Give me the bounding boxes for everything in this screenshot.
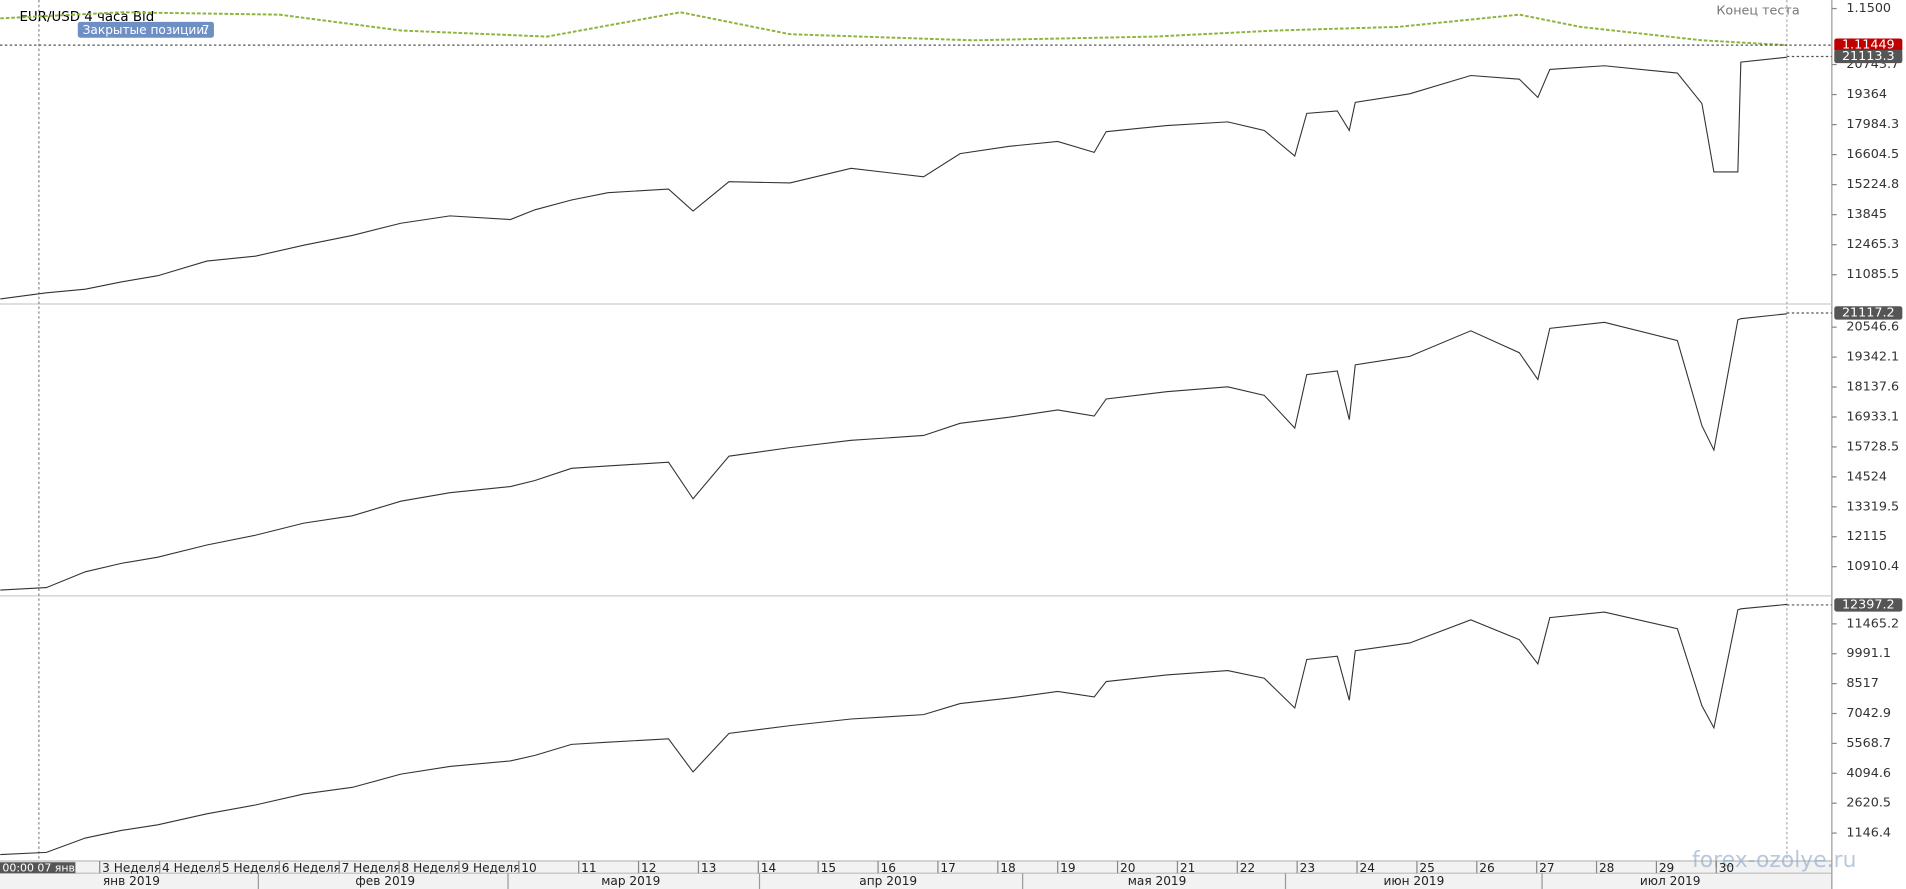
x-tick-label: 16: [880, 861, 895, 875]
last-value-badge: [1834, 598, 1903, 612]
y-tick-label: 8517: [1846, 676, 1878, 691]
y-tick-label: 15728.5: [1846, 439, 1899, 454]
y-tick-label: 9991.1: [1846, 646, 1891, 661]
x-tick-label: 6 Неделя: [282, 861, 341, 875]
month-label: апр 2019: [859, 874, 917, 888]
y-tick-label: 20546.6: [1846, 320, 1899, 335]
last-value-label: 21117.2: [1842, 305, 1895, 320]
x-tick-label: 22: [1240, 861, 1255, 875]
y-tick-label: 16933.1: [1846, 409, 1899, 424]
month-label: фев 2019: [355, 874, 415, 888]
x-tick-label: 23: [1300, 861, 1315, 875]
last-value-badge: [1834, 306, 1903, 320]
end-test-label: Конец теста: [1716, 3, 1799, 18]
y-tick-label: 11085.5: [1846, 267, 1899, 282]
x-tick-label: 10: [521, 861, 536, 875]
x-tick-label: 15: [821, 861, 836, 875]
x-tick-label: 7 Неделя: [342, 861, 401, 875]
y-tick-label: 19364: [1846, 87, 1887, 102]
y-tick-label: 13319.5: [1846, 499, 1899, 514]
x-tick-label: 30: [1719, 861, 1734, 875]
month-label: июн 2019: [1384, 874, 1445, 888]
y-tick-label: 5568.7: [1846, 736, 1891, 751]
x-tick-label: 9 Неделя: [461, 861, 520, 875]
x-tick-label: 4 Неделя: [162, 861, 221, 875]
x-tick-label: 5 Неделя: [222, 861, 281, 875]
last-value-label: 21113.3: [1842, 49, 1895, 64]
month-label: янв 2019: [103, 874, 160, 888]
x-tick-label: 20: [1120, 861, 1135, 875]
x-tick-label: 11: [581, 861, 596, 875]
x-tick-label: 13: [701, 861, 716, 875]
y-tick-label: 15224.8: [1846, 177, 1899, 192]
x-tick-label: 28: [1599, 861, 1614, 875]
last-value-label: 12397.2: [1842, 597, 1895, 612]
last-value-label: 1.11449: [1842, 38, 1895, 53]
last-value-badge: [1834, 38, 1903, 52]
x-tick-label: 27: [1539, 861, 1554, 875]
month-label: мая 2019: [1128, 874, 1187, 888]
x-tick-label: 21: [1180, 861, 1195, 875]
y-tick-label: 1.1500: [1846, 1, 1891, 16]
x-tick-label: 24: [1359, 861, 1375, 875]
last-value-badge: [1834, 49, 1903, 64]
x-tick-label: 19: [1060, 861, 1075, 875]
x-tick-label: 18: [1000, 861, 1015, 875]
y-tick-label: 16604.5: [1846, 147, 1899, 162]
y-tick-label: 17984.3: [1846, 117, 1899, 132]
symbol-title: EUR/USD 4 часа Bid: [19, 10, 154, 25]
closed-positions-label: Закрытые позиции:: [83, 23, 209, 37]
x-tick-label: 26: [1479, 861, 1494, 875]
y-tick-label: 7042.9: [1846, 706, 1891, 721]
series-line: [0, 313, 1788, 591]
y-tick-label: 19342.1: [1846, 350, 1899, 365]
cursor-time-box: [0, 862, 76, 874]
cursor-time-label: 00:00 07 янв: [2, 861, 75, 874]
y-tick-label: 13845: [1846, 207, 1887, 222]
x-tick-label: 3 Неделя: [102, 861, 161, 875]
y-tick-label: 14524: [1846, 469, 1887, 484]
x-tick-label: 8 Неделя: [401, 861, 460, 875]
y-tick-label: 10910.4: [1846, 559, 1899, 574]
series-line: [0, 603, 1787, 856]
series-line: [0, 11, 1788, 47]
x-tick-label: 12: [641, 861, 656, 875]
y-tick-label: 4094.6: [1846, 766, 1891, 781]
y-tick-label: 12115: [1846, 529, 1887, 544]
month-label: мар 2019: [601, 874, 660, 888]
y-tick-label: 2620.5: [1846, 796, 1891, 811]
watermark: forex-ozolye.ru: [1692, 848, 1856, 873]
x-tick-label: 14: [761, 861, 777, 875]
x-tick-label: 29: [1659, 861, 1674, 875]
y-tick-label: 12465.3: [1846, 237, 1899, 252]
month-label: июл 2019: [1640, 874, 1701, 888]
x-tick-label: 25: [1419, 861, 1434, 875]
y-tick-label: 11465.2: [1846, 616, 1899, 631]
series-line: [0, 56, 1788, 300]
closed-positions-box[interactable]: [77, 21, 214, 38]
x-tick-label: 17: [940, 861, 955, 875]
closed-positions-count: 7: [202, 23, 210, 37]
time-axis-bg: [0, 861, 1832, 889]
y-tick-label: 18137.6: [1846, 380, 1899, 395]
y-tick-label: 1146.4: [1846, 826, 1891, 841]
